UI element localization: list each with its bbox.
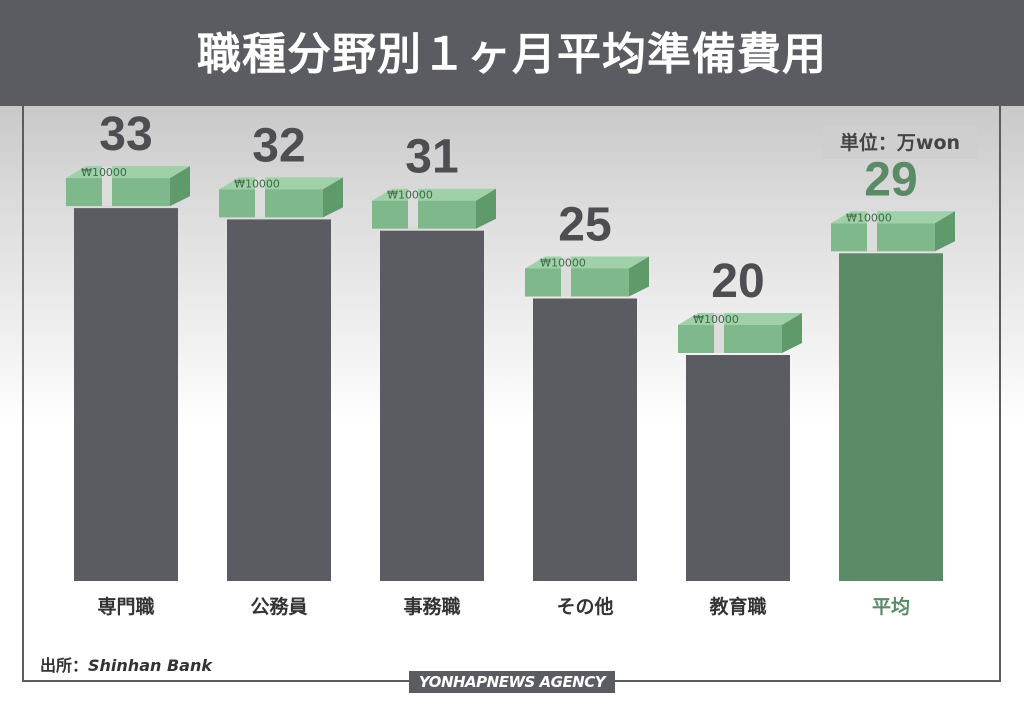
money-box-side xyxy=(323,177,343,218)
bar xyxy=(839,253,943,582)
value-label: 25 xyxy=(558,199,611,252)
value-label: 20 xyxy=(711,255,764,308)
money-box-top xyxy=(525,256,649,269)
money-box xyxy=(66,178,170,207)
money-label: ₩10000 xyxy=(540,257,586,270)
bar xyxy=(686,355,790,581)
value-label: 29 xyxy=(864,153,917,206)
bar xyxy=(227,219,331,581)
source-label: 出所： xyxy=(40,656,89,675)
money-band xyxy=(714,313,724,353)
money-box-side xyxy=(476,188,496,229)
money-label: ₩10000 xyxy=(387,189,433,202)
category-label: その他 xyxy=(556,595,613,618)
money-box-side xyxy=(629,256,649,297)
money-box-top xyxy=(678,313,802,325)
money-label: ₩10000 xyxy=(234,177,280,190)
category-label: 専門職 xyxy=(97,595,154,618)
chart-title: 職種分野別１ヶ月平均準備費用 xyxy=(197,29,827,80)
money-box-side xyxy=(170,166,190,207)
value-label: 31 xyxy=(405,131,458,184)
money-label: ₩10000 xyxy=(81,166,127,179)
money-band xyxy=(255,177,265,218)
money-box xyxy=(219,189,323,218)
money-box xyxy=(678,325,782,353)
money-box xyxy=(525,268,629,297)
money-band xyxy=(867,211,877,252)
category-label: 公務員 xyxy=(250,595,307,618)
category-label: 平均 xyxy=(872,595,910,618)
bar xyxy=(74,208,178,581)
category-label: 教育職 xyxy=(709,595,766,618)
money-box-top xyxy=(372,188,496,201)
value-label: 33 xyxy=(99,108,152,161)
unit-label: 単位：万won xyxy=(822,127,978,159)
money-box xyxy=(831,223,935,252)
header-bar: 職種分野別１ヶ月平均準備費用 xyxy=(0,0,1024,106)
bar xyxy=(533,298,637,581)
source-note: 出所：Shinhan Bank xyxy=(40,652,212,676)
agency-logo: YONHAPNEWS AGENCY xyxy=(409,671,615,693)
category-label: 事務職 xyxy=(403,595,460,618)
money-band xyxy=(408,188,418,229)
money-label: ₩10000 xyxy=(693,313,739,326)
money-box-top xyxy=(831,211,955,224)
bar xyxy=(380,230,484,581)
value-label: 32 xyxy=(252,119,305,172)
money-band xyxy=(102,166,112,207)
money-box xyxy=(372,200,476,229)
money-box-top xyxy=(66,166,190,179)
money-label: ₩10000 xyxy=(846,211,892,224)
money-box-side xyxy=(782,313,802,353)
money-box-top xyxy=(219,177,343,190)
source-name: Shinhan Bank xyxy=(88,656,212,675)
money-box-side xyxy=(935,211,955,252)
money-band xyxy=(561,256,571,297)
